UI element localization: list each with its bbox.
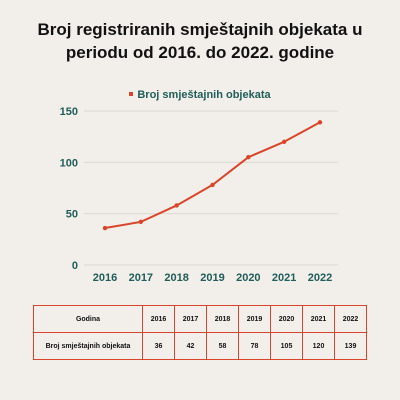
table-value-cell: 120 [302, 332, 335, 360]
data-table: Godina 2016 2017 2018 2019 2020 2021 202… [33, 305, 367, 360]
x-tick-label: 2016 [93, 272, 117, 284]
table-row-label: Broj smještajnih objekata [33, 332, 143, 360]
data-point [246, 155, 251, 160]
chart-title-line-2: periodu od 2016. do 2022. godine [65, 43, 335, 62]
x-tick-label: 2020 [236, 272, 260, 284]
data-point [210, 182, 215, 188]
legend-label: Broj smještajnih objekata [137, 89, 271, 101]
table-value-cell: 36 [142, 332, 175, 360]
table-data-row: Broj smještajnih objekata 36 42 58 78 10… [33, 332, 367, 360]
legend-marker [129, 92, 134, 97]
x-tick-label: 2022 [308, 272, 332, 284]
data-point [281, 139, 287, 144]
table-year-cell: 2019 [238, 305, 271, 333]
table-value-cell: 78 [238, 332, 271, 360]
chart-title-line-1: Broj registriranih smještajnih objekata … [37, 20, 363, 39]
y-tick-label: 150 [60, 106, 78, 118]
chart-title: Broj registriranih smještajnih objekata … [0, 18, 400, 64]
table-value-cell: 139 [334, 332, 367, 360]
table-year-cell: 2016 [142, 305, 175, 333]
data-point [102, 225, 108, 231]
series-line-group [102, 120, 323, 231]
table-year-cell: 2018 [206, 305, 239, 333]
y-tick-label: 0 [72, 260, 78, 272]
gridlines [84, 110, 338, 266]
line-chart: 0 50 100 150 2016 2017 2018 2019 2020 2021 2022 [60, 106, 338, 284]
table-year-cell: 2017 [174, 305, 207, 333]
data-point [174, 203, 179, 208]
chart-legend: Broj smještajnih objekata [0, 89, 400, 101]
x-tick-label: 2021 [272, 272, 296, 284]
table-year-cell: 2022 [334, 305, 367, 333]
data-point [138, 219, 144, 225]
series-line [104, 121, 321, 230]
y-axis-ticks: 0 50 100 150 [60, 106, 78, 272]
table-value-cell: 42 [174, 332, 207, 360]
table-header-row: Godina 2016 2017 2018 2019 2020 2021 202… [33, 305, 367, 333]
table-value-cell: 58 [206, 332, 239, 360]
table-year-cell: 2021 [302, 305, 335, 333]
table-value-cell: 105 [270, 332, 303, 360]
data-point [317, 120, 323, 125]
y-tick-label: 100 [60, 157, 78, 169]
y-tick-label: 50 [66, 209, 78, 221]
x-axis-ticks: 2016 2017 2018 2019 2020 2021 2022 [93, 272, 332, 284]
x-tick-label: 2017 [129, 272, 153, 284]
x-tick-label: 2019 [200, 272, 224, 284]
table-header-label: Godina [33, 305, 143, 333]
x-tick-label: 2018 [164, 272, 188, 284]
table-year-cell: 2020 [270, 305, 303, 333]
